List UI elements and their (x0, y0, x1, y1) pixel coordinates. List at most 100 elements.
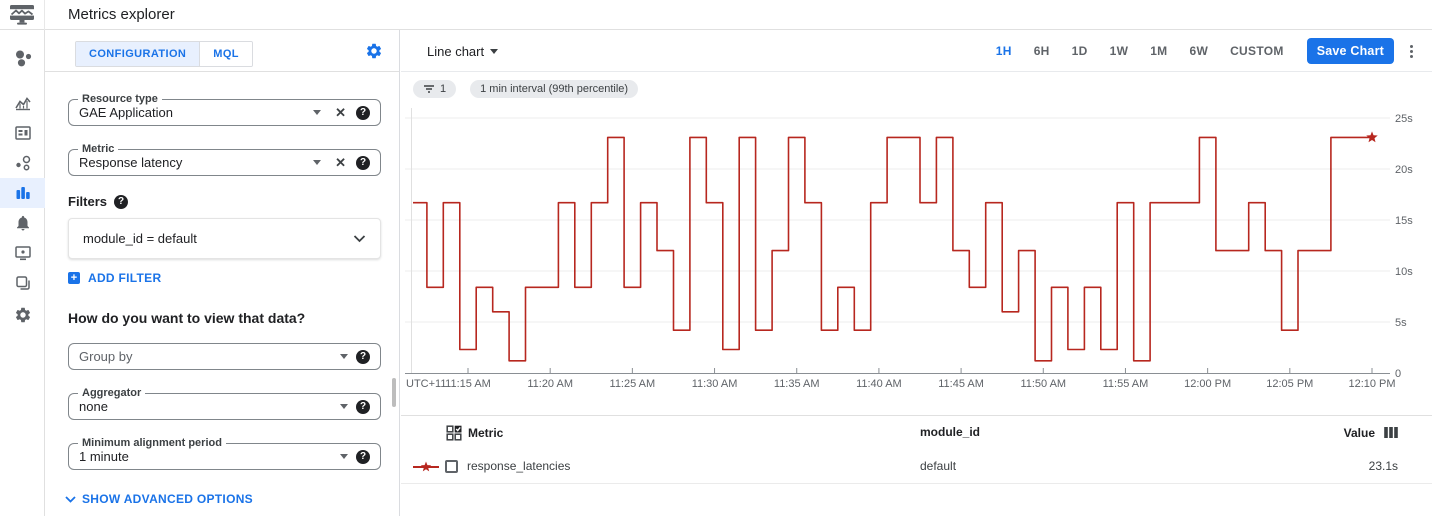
value-header-label: Value (1343, 425, 1375, 440)
aggregator-field[interactable]: Aggregator none ? (68, 387, 381, 420)
sidebar-item-metrics-explorer[interactable] (0, 178, 45, 208)
show-advanced-options-button[interactable]: SHOW ADVANCED OPTIONS (65, 492, 253, 506)
svg-text:11:45 AM: 11:45 AM (938, 378, 984, 390)
more-options-kebab-icon[interactable] (1407, 42, 1416, 61)
page-title: Metrics explorer (68, 6, 175, 23)
metric-label: Metric (78, 143, 119, 156)
add-filter-button[interactable]: + ADD FILTER (68, 271, 161, 285)
help-icon[interactable]: ? (356, 399, 370, 414)
view-columns-icon[interactable] (1383, 426, 1399, 439)
sidebar-item-uptime-checks[interactable] (0, 238, 45, 268)
range-1m[interactable]: 1M (1150, 44, 1168, 58)
dropdown-caret-icon[interactable] (313, 160, 322, 165)
svg-text:11:40 AM: 11:40 AM (856, 378, 902, 390)
sidebar-item-groups[interactable] (0, 268, 45, 298)
dashboard-list-icon (14, 126, 31, 140)
svg-text:25s: 25s (1395, 113, 1413, 125)
advanced-options-label: SHOW ADVANCED OPTIONS (82, 492, 253, 506)
value-cell: 23.1s (1368, 459, 1398, 473)
clear-icon[interactable]: ✕ (335, 104, 346, 120)
monitoring-overview-icon (15, 50, 31, 67)
svg-text:UTC+11: UTC+11 (406, 378, 446, 390)
metric-column-header: Metric (446, 416, 503, 449)
aggregator-value: none (79, 399, 108, 414)
groups-icon (15, 276, 30, 290)
chart-pane: Line chart 1H 6H 1D 1W 1M 6W CUSTOM Save… (401, 30, 1432, 516)
range-1h[interactable]: 1H (995, 44, 1012, 58)
metric-cell: response_latencies (467, 459, 571, 473)
sidebar-item-alerting[interactable] (0, 208, 45, 238)
chart-header: Line chart 1H 6H 1D 1W 1M 6W CUSTOM Save… (401, 30, 1432, 72)
dropdown-caret-icon[interactable] (340, 454, 348, 459)
view-data-question: How do you want to view that data? (68, 310, 306, 326)
sidebar-item-monitoring-overview[interactable] (0, 43, 45, 73)
svg-text:12:00 PM: 12:00 PM (1184, 378, 1231, 390)
metric-field[interactable]: Metric Response latency ✕ ? (68, 143, 381, 176)
filter-expression: module_id = default (83, 231, 197, 246)
dropdown-caret-icon[interactable] (340, 404, 348, 409)
range-1d[interactable]: 1D (1071, 44, 1088, 58)
left-nav (0, 30, 45, 516)
chevron-down-icon[interactable] (353, 234, 366, 243)
help-icon[interactable]: ? (114, 194, 129, 209)
range-6h[interactable]: 6H (1033, 44, 1050, 58)
tab-configuration[interactable]: CONFIGURATION (76, 42, 201, 66)
monitoring-logo[interactable] (0, 0, 45, 30)
svg-text:10s: 10s (1395, 266, 1413, 278)
range-6w[interactable]: 6W (1189, 44, 1209, 58)
uptime-checks-icon (14, 246, 31, 261)
sidebar-item-dashboard-list[interactable] (0, 118, 45, 148)
filter-count: 1 (440, 83, 447, 95)
value-column-header: Value (1344, 416, 1399, 449)
filter-count-chip[interactable]: 1 (413, 80, 457, 98)
svg-text:11:15 AM: 11:15 AM (445, 378, 491, 390)
help-icon[interactable]: ? (356, 155, 370, 170)
dropdown-caret-icon[interactable] (313, 110, 322, 115)
sidebar-item-services[interactable] (0, 148, 45, 178)
filter-list-icon (424, 85, 434, 93)
svg-text:0: 0 (1395, 368, 1401, 380)
select-series-grid-icon[interactable] (446, 424, 462, 441)
config-scrollbar-thumb[interactable] (392, 378, 396, 407)
svg-text:11:30 AM: 11:30 AM (692, 378, 738, 390)
range-1w[interactable]: 1W (1109, 44, 1129, 58)
save-chart-button[interactable]: Save Chart (1306, 38, 1394, 64)
filter-chip-card[interactable]: module_id = default (68, 218, 381, 259)
group-by-field[interactable]: Group by ? (68, 343, 381, 370)
help-icon[interactable]: ? (356, 105, 370, 120)
tab-mql[interactable]: MQL (200, 42, 252, 66)
resource-type-value: GAE Application (79, 105, 173, 120)
chart-type-dropdown[interactable]: Line chart (427, 30, 499, 72)
dropdown-caret-icon[interactable] (340, 354, 348, 359)
config-panel-header: CONFIGURATION MQL (45, 30, 399, 72)
clear-icon[interactable]: ✕ (335, 154, 346, 170)
legend-table-row[interactable]: response_latencies default 23.1s (401, 449, 1432, 484)
chart-settings-gear-icon[interactable] (365, 42, 383, 60)
config-panel: CONFIGURATION MQL Resource type GAE Appl… (45, 30, 400, 516)
monitoring-logo-icon (10, 5, 34, 25)
help-icon[interactable]: ? (356, 349, 370, 364)
dashboards-icon (14, 97, 31, 111)
config-tabs: CONFIGURATION MQL (75, 41, 253, 67)
svg-text:11:25 AM: 11:25 AM (610, 378, 656, 390)
filters-section-label: Filters ? (68, 194, 129, 209)
row-checkbox[interactable] (445, 460, 458, 473)
range-custom[interactable]: CUSTOM (1230, 44, 1284, 58)
interval-chip[interactable]: 1 min interval (99th percentile) (470, 80, 639, 98)
alerting-bell-icon (16, 215, 29, 231)
plus-icon: + (68, 272, 80, 284)
chevron-down-icon (65, 495, 76, 503)
settings-gear-icon (15, 307, 30, 323)
metric-value: Response latency (79, 155, 183, 170)
latency-line-chart[interactable]: 25s 20s 15s 10s 5s 0 11:15 AM 11:20 AM 11:25 AM 1… (401, 88, 1432, 408)
help-icon[interactable]: ? (356, 449, 370, 464)
svg-text:15s: 15s (1395, 215, 1413, 227)
add-filter-label: ADD FILTER (88, 271, 162, 285)
sidebar-item-dashboards[interactable] (0, 88, 45, 118)
chart-type-label: Line chart (427, 43, 485, 59)
min-alignment-field[interactable]: Minimum alignment period 1 minute ? (68, 437, 381, 470)
legend-table-header: Metric module_id Value (401, 416, 1432, 449)
resource-type-field[interactable]: Resource type GAE Application ✕ ? (68, 93, 381, 126)
sidebar-item-settings[interactable] (0, 300, 45, 330)
